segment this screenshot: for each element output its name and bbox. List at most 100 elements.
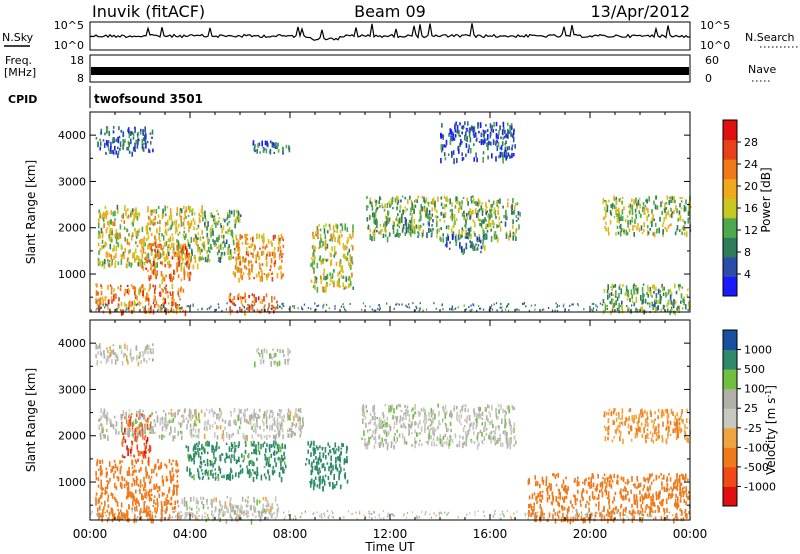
data-cell <box>654 307 657 314</box>
data-cell <box>243 412 245 416</box>
data-cell <box>493 234 496 240</box>
data-cell <box>121 483 123 490</box>
data-cell <box>144 501 146 504</box>
data-cell <box>449 209 452 212</box>
data-cell <box>279 447 282 453</box>
data-cell <box>164 286 166 289</box>
data-cell <box>155 483 158 488</box>
data-cell <box>501 141 504 146</box>
data-cell <box>373 416 375 420</box>
data-cell <box>496 145 499 152</box>
data-cell <box>406 208 408 211</box>
data-cell <box>126 216 129 219</box>
data-cell <box>100 430 103 434</box>
data-cell <box>166 506 168 512</box>
data-cell <box>96 301 99 306</box>
data-cell <box>319 445 321 449</box>
data-cell <box>266 424 268 430</box>
data-cell <box>100 290 103 296</box>
data-cell <box>170 426 172 432</box>
data-cell <box>121 460 124 463</box>
data-cell <box>349 233 351 239</box>
data-cell <box>110 468 112 473</box>
data-cell <box>412 413 414 420</box>
data-cell <box>469 244 472 249</box>
data-cell <box>484 421 486 428</box>
data-cell <box>478 432 480 435</box>
data-cell <box>128 420 131 426</box>
data-cell <box>110 151 113 154</box>
data-cell <box>485 142 488 147</box>
data-cell <box>144 305 147 308</box>
data-cell <box>248 294 250 298</box>
data-cell <box>314 482 316 487</box>
data-cell <box>203 426 206 431</box>
data-cell <box>268 475 271 481</box>
data-cell <box>145 256 147 263</box>
data-cell <box>124 205 126 211</box>
data-cell <box>253 496 255 501</box>
data-cell <box>105 467 108 470</box>
data-cell <box>135 256 138 261</box>
data-cell <box>349 276 352 282</box>
data-cell <box>105 209 108 214</box>
data-cell <box>164 298 167 304</box>
data-cell <box>509 420 511 427</box>
data-cell <box>244 435 247 439</box>
data-cell <box>153 295 156 301</box>
data-cell <box>324 447 327 453</box>
data-cell <box>136 435 138 438</box>
data-cell <box>425 212 427 217</box>
data-cell <box>183 419 185 423</box>
data-cell <box>148 244 151 250</box>
data-cell <box>245 250 248 256</box>
data-cell <box>271 277 274 282</box>
data-cell <box>129 130 132 136</box>
data-cell <box>251 269 254 273</box>
data-cell <box>188 408 191 414</box>
data-cell <box>460 205 463 210</box>
data-cell <box>216 237 218 242</box>
data-cell <box>435 444 438 447</box>
data-cell <box>140 422 142 428</box>
data-cell <box>271 424 273 431</box>
data-cell <box>511 210 514 215</box>
data-cell <box>204 470 207 476</box>
data-cell <box>616 217 619 223</box>
data-cell <box>417 195 419 199</box>
data-cell <box>151 129 154 135</box>
data-cell <box>343 306 345 309</box>
data-cell <box>124 439 127 443</box>
data-cell <box>279 253 281 257</box>
data-cell <box>102 217 105 223</box>
data-cell <box>127 433 129 437</box>
data-cell <box>266 508 268 512</box>
data-cell <box>310 469 312 476</box>
data-cell <box>131 301 133 306</box>
data-cell <box>611 300 613 305</box>
data-cell <box>137 458 139 462</box>
data-cell <box>250 519 253 525</box>
data-cell <box>188 227 190 233</box>
data-cell <box>312 252 314 257</box>
data-cell <box>178 261 180 267</box>
data-cell <box>664 227 666 230</box>
data-cell <box>105 491 108 494</box>
data-cell <box>183 501 186 507</box>
data-cell <box>280 249 282 255</box>
data-cell <box>499 198 501 204</box>
data-cell <box>607 284 609 290</box>
data-cell <box>206 442 208 447</box>
data-cell <box>168 516 170 521</box>
data-cell <box>176 500 179 504</box>
data-cell <box>396 224 399 227</box>
data-cell <box>564 496 566 500</box>
data-cell <box>369 428 371 432</box>
data-cell <box>427 426 429 430</box>
data-cell <box>515 236 517 241</box>
data-cell <box>512 198 514 204</box>
data-cell <box>628 306 630 313</box>
data-cell <box>112 149 114 153</box>
data-cell <box>418 219 421 222</box>
data-cell <box>214 459 216 463</box>
